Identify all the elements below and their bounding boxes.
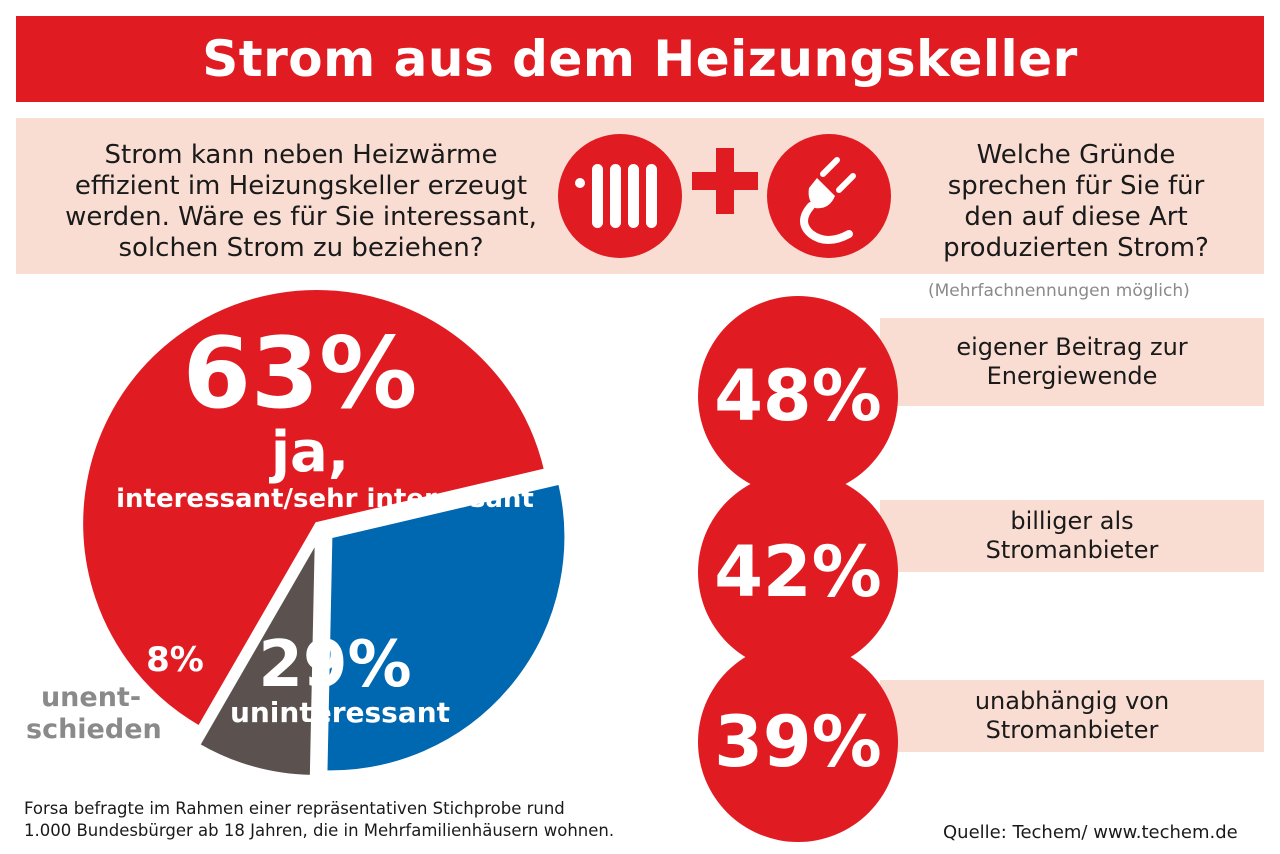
pie-undecided-value: 8% [146, 640, 204, 680]
reason-value-3: 39% [698, 642, 898, 842]
page-title: Strom aus dem Heizungskeller [202, 30, 1078, 88]
survey-note: Forsa befragte im Rahmen einer repräsent… [24, 798, 724, 842]
reason-band-1: eigener Beitrag zur Energiewende [880, 318, 1264, 406]
reason-value-2-text: 42% [714, 531, 882, 613]
multiple-answers-note: (Mehrfachnennungen möglich) [928, 281, 1190, 301]
radiator-icon [558, 134, 682, 258]
pie-slice-no [324, 481, 568, 774]
reason-band-2: billiger als Stromanbieter [880, 500, 1264, 572]
pie-slice-undecided [196, 540, 318, 778]
reason-value-2: 42% [698, 472, 898, 672]
pie-yes-value: 63% [182, 317, 418, 431]
pie-undecided-label-line1: unent- [40, 682, 142, 713]
reason-label-1: eigener Beitrag zur Energiewende [956, 333, 1188, 390]
survey-note-line1: Forsa befragte im Rahmen einer repräsent… [24, 799, 565, 818]
reason-value-3-text: 39% [714, 701, 882, 783]
pie-no-value: 29% [258, 628, 412, 702]
pie-yes-label: ja, [270, 420, 350, 485]
power-plug-icon [767, 134, 891, 258]
pie-slice-yes [80, 287, 548, 730]
pie-yes-sublabel: interessant/sehr interessant [116, 484, 534, 514]
plus-icon [692, 148, 758, 214]
reason-label-3: unabhängig von Stromanbieter [974, 687, 1170, 744]
question-right: Welche Gründe sprechen für Sie für den a… [943, 140, 1209, 263]
reason-label-2: billiger als Stromanbieter [985, 507, 1159, 564]
pie-no-label: uninteressant [229, 696, 451, 729]
question-left: Strom kann neben Heizwärme effizient im … [65, 140, 537, 263]
pie-undecided-label: unent- schieden [26, 682, 162, 746]
reason-value-1: 48% [698, 296, 898, 496]
source-note: Quelle: Techem/ www.techem.de [943, 822, 1238, 843]
title-bar: Strom aus dem Heizungskeller [16, 16, 1264, 102]
reason-band-3: unabhängig von Stromanbieter [880, 680, 1264, 752]
pie-undecided-label-line2: schieden [26, 714, 162, 745]
survey-note-line2: 1.000 Bundesbürger ab 18 Jahren, die in … [24, 821, 615, 840]
pie-chart [80, 287, 568, 778]
reason-value-1-text: 48% [714, 355, 882, 437]
